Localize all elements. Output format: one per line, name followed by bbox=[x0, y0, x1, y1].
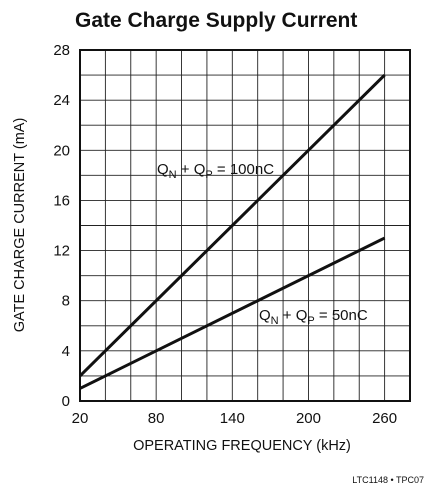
series-lines bbox=[78, 74, 386, 390]
y-tick-label: 8 bbox=[62, 293, 70, 310]
chart-title: Gate Charge Supply Current bbox=[75, 9, 357, 32]
x-tick-label: 140 bbox=[220, 410, 245, 427]
series-label-100nc-sub-n: N bbox=[169, 169, 177, 181]
y-tick-label: 0 bbox=[62, 393, 70, 410]
series-label-50nc-sub-p: P bbox=[307, 315, 314, 327]
plot-frame bbox=[79, 49, 411, 402]
x-tick-label: 80 bbox=[148, 410, 165, 427]
y-tick-label: 4 bbox=[62, 343, 70, 360]
series-label-100nc-sub-p: P bbox=[205, 169, 212, 181]
x-tick-label: 200 bbox=[296, 410, 321, 427]
grid bbox=[79, 49, 411, 402]
series-label-100nc-end: = 100nC bbox=[213, 161, 274, 178]
y-tick-label: 16 bbox=[53, 192, 70, 209]
series-label-100nc-q: Q bbox=[157, 161, 169, 178]
figure-id: LTC1148 • TPC07 bbox=[352, 475, 424, 485]
series-label-100nc: QN + QP = 100nC bbox=[157, 161, 274, 181]
series-label-50nc-q: Q bbox=[259, 307, 271, 324]
series-label-50nc-mid: + Q bbox=[279, 307, 308, 324]
x-tick-label: 260 bbox=[372, 410, 397, 427]
y-tick-label: 12 bbox=[53, 243, 70, 260]
tick-labels: 0 4 8 12 16 20 24 28 20 80 140 200 260 bbox=[53, 42, 397, 427]
series-label-100nc-mid: + Q bbox=[177, 161, 206, 178]
y-tick-label: 28 bbox=[53, 42, 70, 59]
y-tick-label: 24 bbox=[53, 92, 70, 109]
series-label-50nc-sub-n: N bbox=[271, 315, 279, 327]
series-line-2 bbox=[79, 236, 386, 390]
x-axis-label: OPERATING FREQUENCY (kHz) bbox=[133, 438, 351, 454]
series-line-1 bbox=[78, 74, 386, 377]
y-tick-label: 20 bbox=[53, 142, 70, 159]
series-label-50nc-end: = 50nC bbox=[315, 307, 368, 324]
series-label-50nc: QN + QP = 50nC bbox=[259, 307, 368, 327]
y-axis-label: GATE CHARGE CURRENT (mA) bbox=[12, 118, 28, 333]
x-tick-label: 20 bbox=[72, 410, 89, 427]
